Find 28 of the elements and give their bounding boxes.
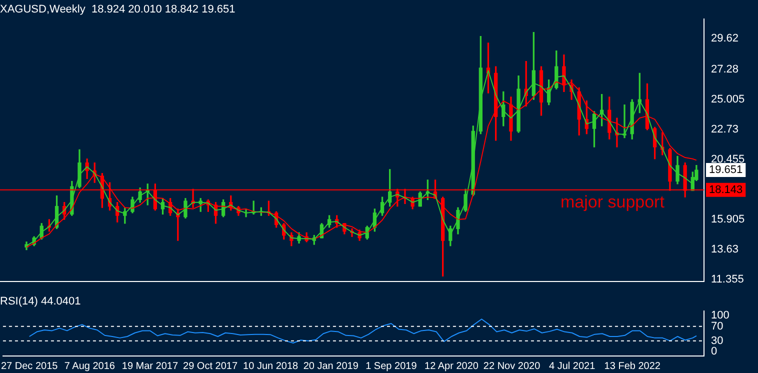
y-tick-label: 22.73: [711, 124, 739, 136]
y-tick-label: 100: [711, 310, 730, 322]
x-tick-label: 7 Aug 2016: [64, 360, 116, 372]
y-tick-label: 25.005: [711, 94, 745, 106]
x-tick-label: 27 Dec 2015: [0, 360, 58, 372]
y-tick-label: 20.455: [711, 153, 745, 166]
x-tick-label: 29 Oct 2017: [183, 360, 238, 372]
y-tick-label: 11.355: [711, 273, 744, 286]
y-tick-label: 70: [711, 320, 724, 332]
annotation: major support: [560, 192, 665, 212]
chart-title: XAGUSD,Weekly 18.924 20.010 18.842 19.651: [0, 4, 236, 16]
x-tick-label: 19 Mar 2017: [122, 360, 178, 372]
y-tick-label: 29.62: [711, 32, 739, 45]
annotation: 19.651: [709, 164, 743, 176]
y-tick-label: 30: [711, 334, 724, 347]
x-tick-label: 20 Jan 2019: [303, 360, 359, 372]
ref-line-label: 18.143: [709, 184, 743, 196]
y-tick-label: 15.905: [711, 213, 745, 226]
x-tick-label: 13 Feb 2022: [604, 360, 661, 372]
x-tick-label: 10 Jun 2018: [243, 360, 299, 372]
y-tick-label: 13.63: [711, 243, 739, 256]
x-tick-label: 12 Apr 2020: [424, 360, 479, 372]
x-tick-label: 22 Nov 2020: [483, 360, 541, 372]
x-tick-label: 1 Sep 2019: [366, 360, 418, 372]
x-tick-label: 4 Jul 2021: [549, 360, 596, 372]
y-tick-label: 0: [711, 346, 718, 358]
chart-title: RSI(14) 44.0401: [0, 296, 81, 308]
y-tick-label: 27.28: [711, 64, 739, 76]
